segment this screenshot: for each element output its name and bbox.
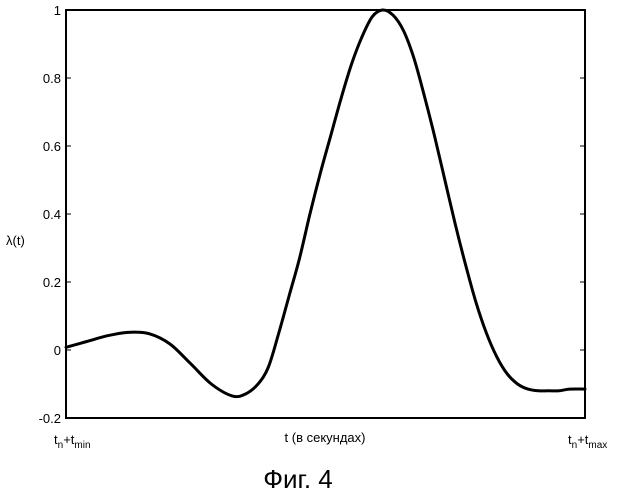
plot-frame <box>66 10 585 418</box>
y-tick-label: 0.4 <box>43 207 61 222</box>
y-axis-label: λ(t) <box>6 233 25 248</box>
y-tick-label: 0 <box>54 343 61 358</box>
x-tick-label-left: tn+tmin <box>54 432 91 451</box>
series-line <box>66 10 585 397</box>
figure-caption: Фиг. 4 <box>263 464 333 494</box>
y-tick-label: 0.6 <box>43 139 61 154</box>
x-tick-left-plus: +t <box>63 432 75 447</box>
x-tick-right-plus: +t <box>577 432 589 447</box>
y-tick-label: 1 <box>54 3 61 18</box>
y-axis: -0.2 0 0.2 0.4 0.6 0.8 1 <box>39 3 585 426</box>
x-tick-label-right: tn+tmax <box>568 432 607 451</box>
x-tick-right-sub2: max <box>588 440 607 451</box>
x-tick-left-sub2: min <box>74 440 90 451</box>
y-tick-label: 0.2 <box>43 275 61 290</box>
y-tick-label: -0.2 <box>39 411 61 426</box>
x-axis-label: t (в секундах) <box>285 430 366 445</box>
y-tick-label: 0.8 <box>43 71 61 86</box>
